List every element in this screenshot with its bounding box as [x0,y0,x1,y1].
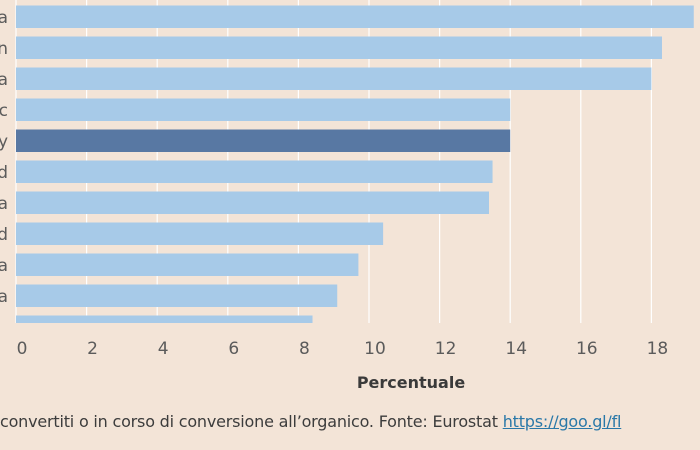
x-tick-label: 6 [228,339,239,359]
category-label: y [0,132,8,152]
category-label: a [0,194,8,214]
source-link[interactable]: https://goo.gl/fl [502,412,622,431]
x-tick-label: 2 [87,339,98,359]
x-tick-label: 0 [17,339,28,359]
bar [16,191,490,214]
x-tick-label: 14 [505,339,527,359]
x-tick-label: 8 [299,339,310,359]
bar [16,253,359,276]
x-tick-label: 10 [364,339,386,359]
x-tick-label: 16 [576,339,598,359]
bar [16,284,338,307]
x-tick-label: 4 [158,339,169,359]
category-label: a [0,8,8,28]
bar [16,67,652,90]
category-label: n [0,39,8,59]
bar [16,36,662,59]
category-label: a [0,256,8,276]
source-note: convertiti o in corso di conversione all… [0,412,621,431]
source-text: convertiti o in corso di conversione all… [0,412,503,431]
x-axis-title: Percentuale [357,373,466,392]
x-tick-label: 12 [435,339,457,359]
category-label: d [0,163,8,183]
category-label: a [0,287,8,307]
bar [16,160,493,183]
bar [16,98,511,121]
x-tick-labels: 0 2 4 6 8 10 12 14 16 18 [17,339,669,359]
bar-highlighted [16,129,511,152]
bar [16,5,694,28]
bar [16,222,384,245]
x-tick-label: 18 [647,339,669,359]
category-label: a [0,70,8,90]
bars [16,5,694,323]
category-label: d [0,225,8,245]
bar [16,315,313,323]
category-label: c [0,101,8,121]
